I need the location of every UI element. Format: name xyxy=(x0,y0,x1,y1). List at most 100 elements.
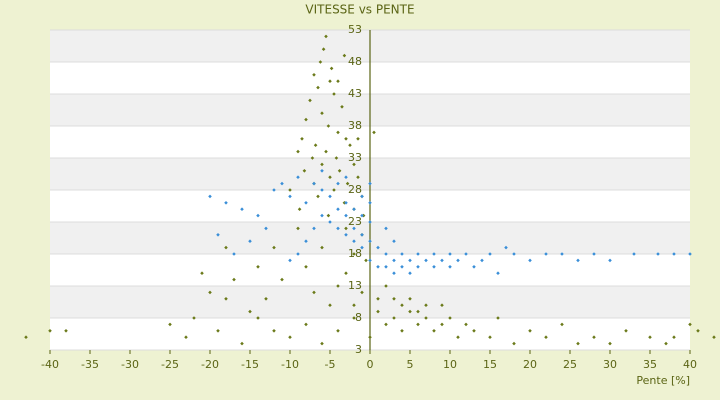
chart-title: VITESSE vs PENTE xyxy=(305,3,414,17)
data-point xyxy=(304,117,308,122)
data-point xyxy=(328,220,332,224)
data-point xyxy=(348,143,352,147)
data-point xyxy=(256,265,260,269)
data-point xyxy=(320,169,324,173)
data-point xyxy=(352,303,356,307)
data-point xyxy=(352,162,356,167)
data-point xyxy=(504,245,508,250)
data-point xyxy=(264,297,268,301)
x-tick-label: -5 xyxy=(325,358,336,371)
data-point xyxy=(326,213,331,218)
data-point xyxy=(316,194,320,199)
data-point xyxy=(464,322,468,327)
data-point xyxy=(332,92,336,96)
data-point xyxy=(48,329,52,333)
data-point xyxy=(296,252,300,256)
data-point xyxy=(672,335,676,339)
data-point xyxy=(368,258,372,263)
y-tick-label: 23 xyxy=(348,215,362,228)
data-point xyxy=(496,316,500,320)
data-point xyxy=(488,252,492,256)
x-tick-label: 10 xyxy=(443,358,457,371)
data-point xyxy=(224,201,228,205)
data-point xyxy=(312,226,316,231)
data-point xyxy=(360,245,364,250)
x-tick-label: -15 xyxy=(241,358,259,371)
data-point xyxy=(464,252,468,256)
x-tick-label: 15 xyxy=(483,358,497,371)
data-point xyxy=(528,258,532,263)
data-point xyxy=(224,245,228,250)
data-point xyxy=(344,137,348,141)
data-point xyxy=(408,271,412,275)
data-point xyxy=(318,60,323,64)
x-tick-label: -30 xyxy=(121,358,139,371)
data-point xyxy=(664,341,668,346)
data-point xyxy=(328,194,332,199)
data-point xyxy=(448,252,452,256)
data-point xyxy=(232,277,236,282)
data-point xyxy=(232,252,236,256)
data-point xyxy=(328,303,332,307)
data-point xyxy=(360,213,364,218)
data-point xyxy=(448,265,452,269)
data-point xyxy=(272,245,276,250)
data-point xyxy=(344,201,348,205)
data-point xyxy=(368,335,372,339)
data-point xyxy=(376,245,380,250)
x-tick-label: 20 xyxy=(523,358,537,371)
data-point xyxy=(608,258,612,263)
data-point xyxy=(544,335,548,339)
data-point xyxy=(352,316,356,320)
data-point xyxy=(328,175,332,179)
data-point xyxy=(329,66,334,71)
data-point xyxy=(256,316,260,320)
data-point xyxy=(400,303,404,307)
data-point xyxy=(512,341,516,346)
data-point xyxy=(656,252,660,256)
data-point xyxy=(24,335,28,339)
data-point xyxy=(336,130,340,135)
y-tick-label: 43 xyxy=(348,87,362,100)
data-point xyxy=(64,329,68,333)
y-tick-label: 38 xyxy=(348,119,362,132)
data-point xyxy=(592,252,596,256)
data-point xyxy=(216,233,220,237)
data-point xyxy=(216,329,220,333)
data-point xyxy=(384,265,388,269)
data-point xyxy=(408,258,412,263)
data-point xyxy=(376,297,380,301)
data-point xyxy=(440,303,444,307)
data-point xyxy=(304,322,308,327)
data-point xyxy=(688,252,692,256)
data-point xyxy=(312,73,316,77)
data-point xyxy=(472,265,476,269)
data-point xyxy=(592,335,596,339)
data-point xyxy=(432,265,436,269)
data-point xyxy=(408,309,412,314)
x-tick-label: 40 xyxy=(683,358,697,371)
data-point xyxy=(432,329,436,333)
data-point xyxy=(288,258,292,263)
data-point xyxy=(352,252,356,256)
data-point xyxy=(384,284,388,288)
data-point xyxy=(624,329,628,333)
data-point xyxy=(392,258,396,263)
data-point xyxy=(424,258,428,263)
data-point xyxy=(456,258,460,263)
data-point xyxy=(337,169,342,173)
data-point xyxy=(424,303,428,307)
y-tick-label: 48 xyxy=(348,55,362,68)
y-tick-label: 18 xyxy=(348,247,362,260)
data-point xyxy=(296,149,300,154)
data-point xyxy=(304,239,308,243)
data-point xyxy=(448,316,452,320)
data-point xyxy=(352,207,356,211)
data-point xyxy=(344,271,348,275)
x-tick-label: 25 xyxy=(563,358,577,371)
data-point xyxy=(376,309,380,314)
y-tick-label: 53 xyxy=(348,23,362,36)
data-point xyxy=(296,226,300,231)
data-point xyxy=(424,316,428,320)
